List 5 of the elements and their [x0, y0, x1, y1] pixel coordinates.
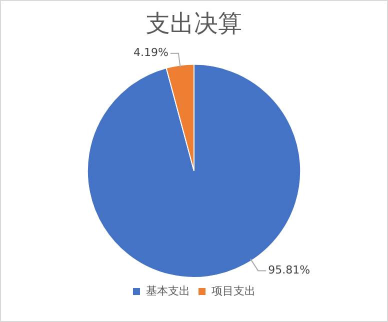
- chart-title: 支出决算: [146, 10, 242, 38]
- data-label: 95.81%: [268, 264, 310, 277]
- legend-label: 基本支出: [146, 284, 190, 298]
- data-label: 4.19%: [133, 46, 168, 60]
- legend-label: 项目支出: [212, 284, 256, 298]
